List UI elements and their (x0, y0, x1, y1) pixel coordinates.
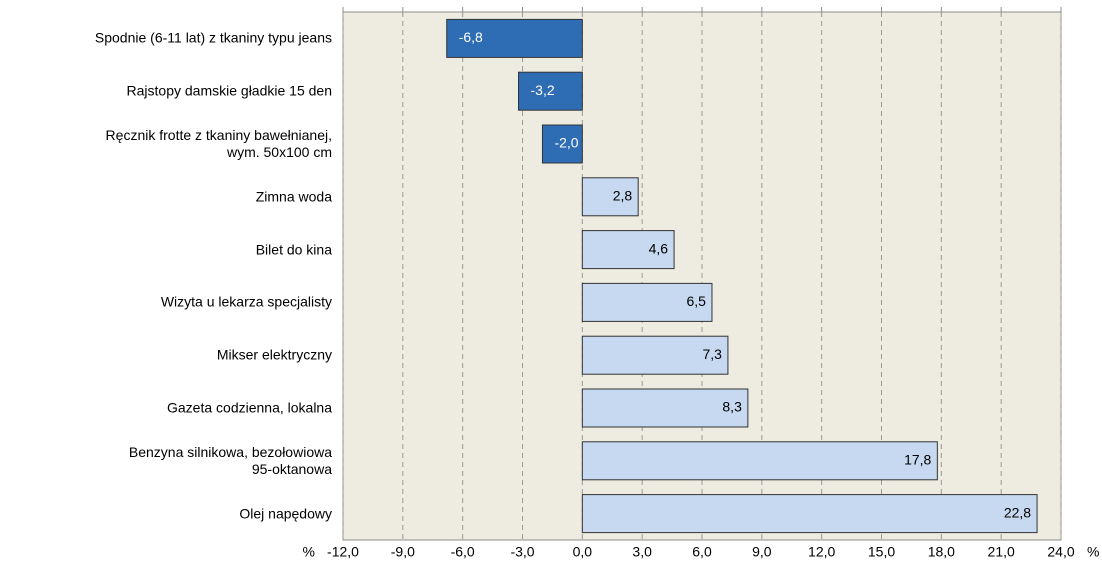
bar (581, 335, 729, 375)
x-tick-label: -12,0 (327, 544, 359, 560)
y-tick-label: Mikser elektryczny (216, 346, 332, 363)
bar (581, 230, 675, 270)
data-label: 22,8 (1004, 504, 1031, 520)
x-tick-label: 3,0 (632, 544, 652, 560)
x-tick-label: -9,0 (391, 544, 415, 560)
x-tick-label: -3,0 (510, 544, 534, 560)
x-tick-label: 12,0 (808, 544, 835, 560)
bar (581, 177, 639, 217)
bar (446, 18, 583, 58)
y-tick-label: Wizyta u lekarza specjalisty (160, 293, 332, 310)
data-label: -2,0 (554, 135, 578, 151)
x-tick-label: 9,0 (752, 544, 772, 560)
data-label: -6,8 (459, 29, 483, 45)
y-tick-label: Benzyna silnikowa, bezołowiowa 95-oktano… (128, 443, 332, 477)
data-label: 7,3 (702, 346, 722, 362)
x-tick-label: 6,0 (692, 544, 712, 560)
bar (581, 388, 749, 428)
data-label: -3,2 (531, 82, 555, 98)
x-tick-label: 15,0 (868, 544, 895, 560)
x-unit: % (1087, 544, 1099, 560)
bar (518, 71, 583, 111)
bar (581, 282, 713, 322)
x-tick-label: 21,0 (988, 544, 1015, 560)
x-unit: % (303, 544, 315, 560)
x-tick-label: 0,0 (573, 544, 593, 560)
y-tick-label: Gazeta codzienna, lokalna (167, 399, 332, 416)
data-label: 6,5 (687, 293, 707, 309)
x-tick-label: -6,0 (451, 544, 475, 560)
y-tick-label: Zimna woda (255, 188, 332, 205)
y-tick-label: Bilet do kina (255, 241, 332, 258)
bar (541, 124, 583, 164)
y-tick-label: Rajstopy damskie gładkie 15 den (126, 82, 332, 99)
data-label: 8,3 (722, 399, 742, 415)
y-tick-label: Spodnie (6-11 lat) z tkaniny typu jeans (94, 29, 332, 46)
bar (581, 494, 1038, 534)
x-tick-label: 24,0 (1047, 544, 1074, 560)
x-tick-label: 18,0 (928, 544, 955, 560)
data-label: 2,8 (613, 188, 633, 204)
data-label: 17,8 (904, 452, 931, 468)
y-tick-label: Olej napędowy (239, 505, 332, 522)
data-label: 4,6 (649, 240, 669, 256)
y-tick-label: Ręcznik frotte z tkaniny bawełnianej, wy… (105, 127, 332, 160)
bar (581, 441, 938, 481)
